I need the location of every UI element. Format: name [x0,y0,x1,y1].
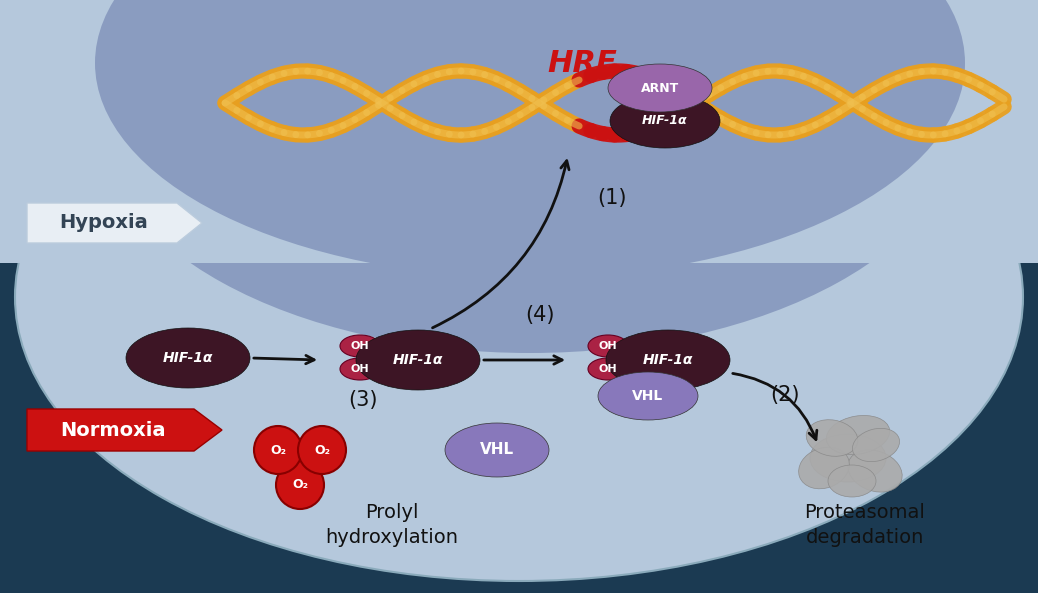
Ellipse shape [598,372,698,420]
Text: O₂: O₂ [315,444,330,457]
Ellipse shape [340,335,380,357]
Text: VHL: VHL [480,442,514,458]
Ellipse shape [588,358,628,380]
Text: (2): (2) [770,385,799,405]
Bar [0,0,1038,263]
Ellipse shape [606,330,730,390]
Circle shape [298,426,346,474]
Ellipse shape [608,64,712,112]
Text: HIF-1α: HIF-1α [643,114,688,127]
Ellipse shape [828,465,876,497]
Text: (3): (3) [349,390,378,410]
Ellipse shape [95,0,965,278]
Ellipse shape [852,428,900,462]
Text: OH: OH [351,364,370,374]
Text: OH: OH [599,341,618,351]
Ellipse shape [810,434,886,482]
Text: (4): (4) [525,305,554,325]
Text: Normoxia: Normoxia [60,420,165,439]
Text: HIF-1α: HIF-1α [163,351,213,365]
Polygon shape [27,203,202,243]
Ellipse shape [610,94,720,148]
Ellipse shape [588,335,628,357]
Ellipse shape [15,13,1023,581]
Text: (1): (1) [597,188,627,208]
Text: HIF-1α: HIF-1α [392,353,443,367]
Text: Proteasomal
degradation: Proteasomal degradation [804,503,926,547]
Ellipse shape [445,423,549,477]
Ellipse shape [826,416,890,454]
Ellipse shape [126,328,250,388]
Text: O₂: O₂ [292,479,308,492]
Polygon shape [27,409,222,451]
Ellipse shape [95,0,965,353]
Circle shape [254,426,302,474]
Text: OH: OH [599,364,618,374]
Text: Hypoxia: Hypoxia [59,213,148,232]
Ellipse shape [340,358,380,380]
Text: ARNT: ARNT [640,81,679,94]
Ellipse shape [798,447,849,489]
Text: O₂: O₂ [270,444,286,457]
Ellipse shape [848,450,902,492]
Text: HIF-1α: HIF-1α [643,353,693,367]
Text: OH: OH [351,341,370,351]
Ellipse shape [356,330,480,390]
Text: Prolyl
hydroxylation: Prolyl hydroxylation [326,503,459,547]
Circle shape [276,461,324,509]
Text: HRE: HRE [547,49,617,78]
Text: VHL: VHL [632,389,663,403]
Ellipse shape [807,420,857,456]
